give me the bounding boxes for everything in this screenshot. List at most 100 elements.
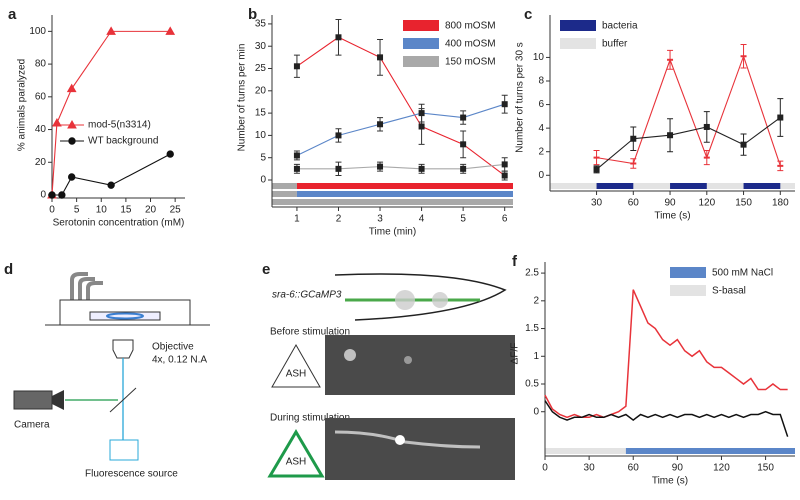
- y-tick-label: 1: [533, 351, 539, 362]
- x-tick-label: 60: [628, 198, 640, 209]
- y-tick-label: 0.5: [525, 379, 539, 390]
- y-tick-label: 6: [538, 99, 544, 110]
- stimulus-bar: [296, 191, 513, 197]
- stimulus-bar: [743, 183, 781, 189]
- marker: [460, 165, 467, 172]
- cell: [395, 290, 415, 310]
- y-axis-title: ΔF/F: [510, 343, 521, 365]
- neuron-icon: [271, 343, 321, 388]
- series-line: [51, 30, 171, 196]
- x-tick-label: 25: [170, 205, 182, 216]
- marker: [418, 110, 425, 117]
- worm-head: [334, 273, 507, 321]
- legend-swatch: [403, 56, 439, 67]
- legend-label: 400 mOSM: [445, 39, 496, 50]
- y-tick-label: 0: [40, 190, 46, 201]
- y-tick-label: 10: [255, 130, 267, 141]
- marker: [68, 137, 76, 145]
- y-axis-title: % animals paralyzed: [17, 59, 28, 151]
- y-tick-label: 0: [533, 406, 539, 417]
- marker: [460, 141, 467, 148]
- y-tick-label: 60: [35, 91, 47, 102]
- series-line: [296, 36, 506, 176]
- marker: [501, 161, 508, 168]
- legend-swatch: [560, 20, 596, 31]
- image: [325, 418, 515, 480]
- y-axis-title: Number of turns per min: [237, 44, 248, 152]
- marker: [630, 135, 637, 142]
- y-tick-label: 5: [260, 152, 266, 163]
- marker: [52, 117, 62, 127]
- light-source: [109, 439, 139, 461]
- x-tick-label: 60: [628, 463, 640, 474]
- x-tick-label: 180: [772, 198, 789, 209]
- x-axis-title: Time (s): [652, 476, 688, 487]
- y-tick-label: 2.5: [525, 268, 539, 279]
- stimulus-bar: [272, 191, 297, 197]
- x-tick-label: 90: [672, 463, 684, 474]
- spot: [344, 349, 356, 361]
- y-axis-title: Number of turns per 30 s: [515, 42, 526, 153]
- spot: [395, 435, 405, 445]
- y-tick-label: 20: [35, 157, 47, 168]
- marker: [418, 165, 425, 172]
- y-tick-label: 80: [35, 59, 47, 70]
- marker: [777, 114, 784, 121]
- marker: [68, 173, 76, 181]
- x-tick-label: 3: [377, 214, 383, 225]
- marker: [165, 26, 176, 35]
- series-line: [596, 117, 781, 170]
- x-tick-label: 1: [294, 214, 300, 225]
- x-axis-title: Time (s): [654, 211, 690, 222]
- panel-letter: a: [8, 6, 17, 23]
- marker: [418, 123, 425, 130]
- x-tick-label: 0: [49, 205, 55, 216]
- legend-label: 800 mOSM: [445, 21, 496, 32]
- stimulus-bar: [272, 183, 297, 189]
- worm: [106, 312, 144, 320]
- x-tick-label: 0: [542, 463, 548, 474]
- marker: [67, 119, 77, 129]
- legend-swatch: [403, 20, 439, 31]
- x-axis-title: Time (min): [369, 227, 416, 238]
- marker: [335, 34, 342, 41]
- strain: sra-6::GCaMP3: [272, 290, 342, 301]
- y-tick-label: 10: [533, 52, 545, 63]
- legend-label: 150 mOSM: [445, 57, 496, 68]
- marker: [501, 101, 508, 108]
- marker: [501, 172, 508, 179]
- y-tick-label: 100: [29, 26, 46, 37]
- panel-letter: c: [524, 6, 532, 23]
- marker: [58, 191, 66, 199]
- cell: [432, 292, 448, 308]
- legend-label: 500 mM NaCl: [712, 268, 773, 279]
- x-tick-label: 150: [757, 463, 774, 474]
- series-line: [596, 54, 781, 167]
- stimulus-bar: [625, 448, 795, 454]
- marker: [107, 181, 115, 189]
- signal: [334, 430, 481, 449]
- label: ASH: [286, 369, 307, 380]
- marker: [166, 150, 174, 158]
- x-tick-label: 4: [419, 214, 425, 225]
- x-axis-title: Serotonin concentration (mM): [53, 218, 185, 229]
- stimulus-bar: [545, 448, 626, 454]
- y-tick-label: 25: [255, 63, 267, 74]
- panel-d: d Objective 4x, 0.12 N.A Camera Fluoresc…: [4, 261, 210, 480]
- marker: [377, 121, 384, 128]
- x-tick-label: 5: [460, 214, 466, 225]
- y-tick-label: 40: [35, 124, 47, 135]
- image: [325, 335, 515, 395]
- marker: [66, 83, 77, 93]
- y-tick-label: 8: [538, 76, 544, 87]
- y-tick-label: 4: [538, 123, 544, 134]
- y-tick-label: 2: [533, 295, 539, 306]
- stimulus-bar: [670, 183, 707, 189]
- y-tick-label: 30: [255, 41, 267, 52]
- x-tick-label: 30: [584, 463, 596, 474]
- label: Fluorescence source: [85, 469, 178, 480]
- y-tick-label: 0: [260, 175, 266, 186]
- marker: [460, 114, 467, 121]
- marker: [667, 132, 674, 139]
